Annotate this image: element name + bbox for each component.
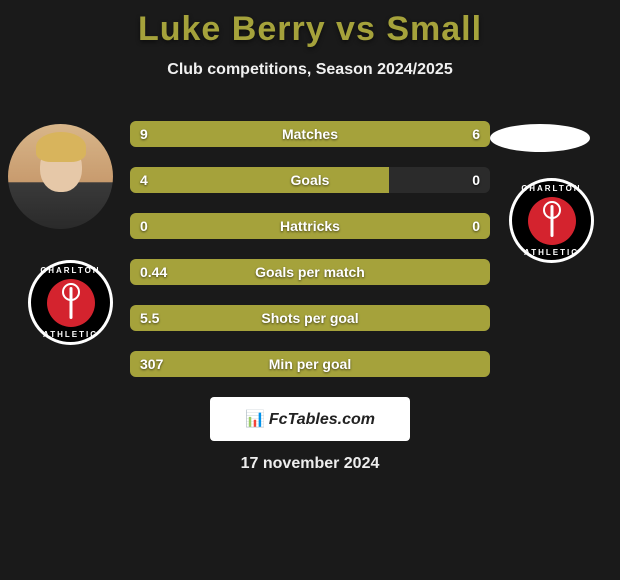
attribution-badge: 📊FcTables.com bbox=[210, 397, 410, 441]
sword-icon bbox=[528, 197, 576, 245]
bar-fill-left bbox=[130, 213, 490, 239]
chart-icon: 📊 bbox=[245, 409, 265, 429]
stat-bar: 00Hattricks bbox=[130, 213, 490, 239]
bar-fill-right bbox=[346, 121, 490, 147]
stat-value-left: 307 bbox=[140, 351, 163, 377]
sword-icon bbox=[47, 279, 95, 327]
player-left-club-badge: CHARLTON ATHLETIC bbox=[28, 260, 113, 345]
player-right-club-badge: CHARLTON ATHLETIC bbox=[509, 178, 594, 263]
bar-fill-left bbox=[130, 305, 490, 331]
stat-value-right: 6 bbox=[472, 121, 480, 147]
comparison-infographic: Luke Berry vs Small Club competitions, S… bbox=[0, 0, 620, 580]
stat-bar: 0.44Goals per match bbox=[130, 259, 490, 285]
stat-bar: 5.5Shots per goal bbox=[130, 305, 490, 331]
bar-fill-left bbox=[130, 351, 490, 377]
player-right-avatar bbox=[490, 124, 590, 152]
bar-fill-left bbox=[130, 259, 490, 285]
stat-bar: 96Matches bbox=[130, 121, 490, 147]
bar-fill-left bbox=[130, 167, 389, 193]
bar-fill-left bbox=[130, 121, 346, 147]
page-title: Luke Berry vs Small bbox=[0, 10, 620, 49]
stat-bar: 40Goals bbox=[130, 167, 490, 193]
stats-bars: 96Matches40Goals00Hattricks0.44Goals per… bbox=[130, 121, 490, 377]
stat-bar: 307Min per goal bbox=[130, 351, 490, 377]
subtitle: Club competitions, Season 2024/2025 bbox=[0, 61, 620, 79]
player-left-avatar bbox=[8, 124, 113, 229]
date-label: 17 november 2024 bbox=[0, 455, 620, 473]
stat-value-left: 4 bbox=[140, 167, 148, 193]
stat-value-right: 0 bbox=[472, 213, 480, 239]
stat-value-left: 5.5 bbox=[140, 305, 159, 331]
stat-value-right: 0 bbox=[472, 167, 480, 193]
stat-value-left: 9 bbox=[140, 121, 148, 147]
stat-value-left: 0 bbox=[140, 213, 148, 239]
stat-value-left: 0.44 bbox=[140, 259, 167, 285]
